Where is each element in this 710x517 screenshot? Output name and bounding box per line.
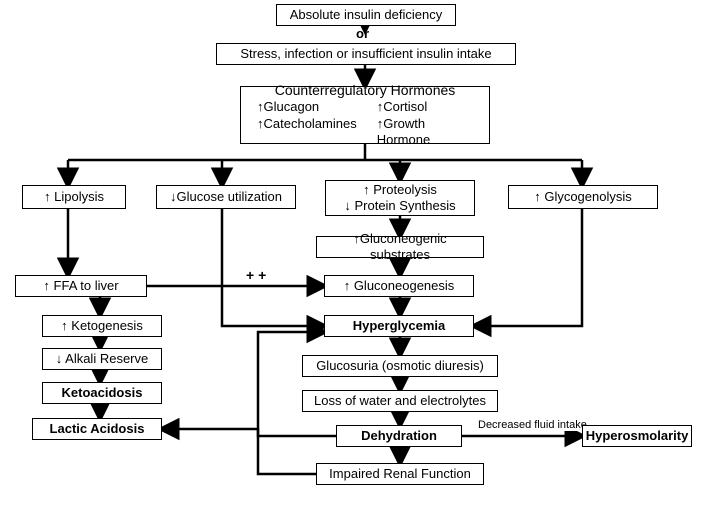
node-glucosuria: Glucosuria (osmotic diuresis): [302, 355, 498, 377]
node-label: ↑ Proteolysis: [363, 182, 437, 198]
node-gluconeogenic-substrates: ↑Gluconeogenic substrates: [316, 236, 484, 258]
node-alkali-reserve: ↓ Alkali Reserve: [42, 348, 162, 370]
node-label: ↑ Lipolysis: [44, 189, 104, 205]
node-absolute-insulin-deficiency: Absolute insulin deficiency: [276, 4, 456, 26]
label-or: or: [356, 26, 369, 41]
node-label: ↑ FFA to liver: [43, 278, 118, 294]
node-label: Absolute insulin deficiency: [290, 7, 442, 23]
node-label: Glucosuria (osmotic diuresis): [316, 358, 484, 374]
node-label: Dehydration: [361, 428, 437, 444]
hormone-list: ↑Glucagon ↑Cortisol ↑Catecholamines ↑Gro…: [247, 99, 483, 148]
node-label: Loss of water and electrolytes: [314, 393, 486, 409]
node-ketogenesis: ↑ Ketogenesis: [42, 315, 162, 337]
node-loss-water-electrolytes: Loss of water and electrolytes: [302, 390, 498, 412]
node-label: Stress, infection or insufficient insuli…: [240, 46, 491, 62]
node-glycogenolysis: ↑ Glycogenolysis: [508, 185, 658, 209]
hormone-item: ↑Cortisol: [377, 99, 473, 115]
hormone-item: ↑Glucagon: [257, 99, 357, 115]
label-decreased-fluid-intake: Decreased fluid intake: [478, 419, 587, 431]
node-ketoacidosis: Ketoacidosis: [42, 382, 162, 404]
node-hyperosmolarity: Hyperosmolarity: [582, 425, 692, 447]
node-stress: Stress, infection or insufficient insuli…: [216, 43, 516, 65]
node-label: ↑ Glycogenolysis: [534, 189, 632, 205]
node-label: ↓Glucose utilization: [170, 189, 282, 205]
node-label: Hyperglycemia: [353, 318, 446, 334]
label-plusplus: + +: [246, 267, 266, 283]
node-gluconeogenesis: ↑ Gluconeogenesis: [324, 275, 474, 297]
node-label: ↑ Ketogenesis: [61, 318, 143, 334]
node-impaired-renal: Impaired Renal Function: [316, 463, 484, 485]
node-lipolysis: ↑ Lipolysis: [22, 185, 126, 209]
node-label: Hyperosmolarity: [586, 428, 689, 444]
node-dehydration: Dehydration: [336, 425, 462, 447]
node-ffa-to-liver: ↑ FFA to liver: [15, 275, 147, 297]
node-hyperglycemia: Hyperglycemia: [324, 315, 474, 337]
node-label: Ketoacidosis: [62, 385, 143, 401]
node-label: ↓ Protein Synthesis: [344, 198, 455, 214]
hormone-item: ↑Catecholamines: [257, 116, 357, 149]
node-label: Impaired Renal Function: [329, 466, 471, 482]
node-label: ↓ Alkali Reserve: [56, 351, 148, 367]
node-title: Counterregulatory Hormones: [275, 82, 456, 100]
node-counterregulatory-hormones: Counterregulatory Hormones ↑Glucagon ↑Co…: [240, 86, 490, 144]
node-label: Lactic Acidosis: [50, 421, 145, 437]
node-lactic-acidosis: Lactic Acidosis: [32, 418, 162, 440]
node-glucose-utilization: ↓Glucose utilization: [156, 185, 296, 209]
hormone-item: ↑Growth Hormone: [377, 116, 473, 149]
node-label: ↑Gluconeogenic substrates: [323, 231, 477, 264]
node-proteolysis: ↑ Proteolysis ↓ Protein Synthesis: [325, 180, 475, 216]
node-label: ↑ Gluconeogenesis: [344, 278, 455, 294]
